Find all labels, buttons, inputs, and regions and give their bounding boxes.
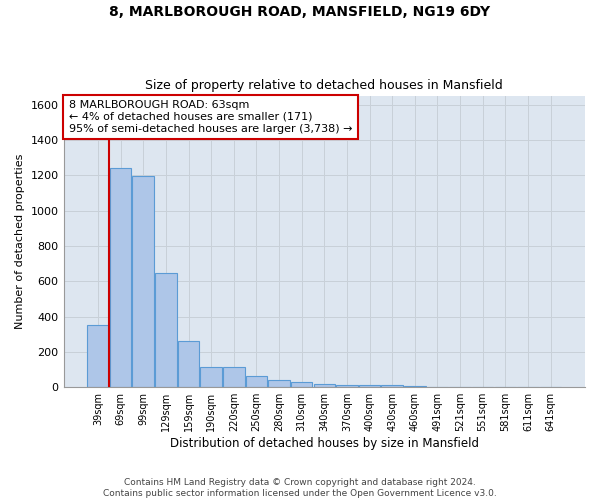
Bar (155, 273, 176, 387)
Bar (336, 384, 358, 387)
Title: Size of property relative to detached houses in Mansfield: Size of property relative to detached ho… (145, 79, 503, 92)
X-axis label: Distribution of detached houses by size in Mansfield: Distribution of detached houses by size … (170, 437, 479, 450)
Bar (404, 386, 425, 387)
Bar (382, 386, 403, 387)
Text: 8 MARLBOROUGH ROAD: 63sqm
← 4% of detached houses are smaller (171)
95% of semi-: 8 MARLBOROUGH ROAD: 63sqm ← 4% of detach… (69, 100, 352, 134)
Bar (268, 380, 290, 387)
Text: 8, MARLBOROUGH ROAD, MANSFIELD, NG19 6DY: 8, MARLBOROUGH ROAD, MANSFIELD, NG19 6DY (109, 5, 491, 19)
Bar (359, 384, 380, 387)
Bar (291, 382, 313, 387)
Bar (314, 384, 335, 387)
Bar (110, 168, 131, 387)
Y-axis label: Number of detached properties: Number of detached properties (15, 154, 25, 330)
Bar (223, 368, 245, 387)
Bar (178, 341, 199, 387)
Bar (87, 324, 109, 387)
Bar (245, 376, 267, 387)
Text: Contains HM Land Registry data © Crown copyright and database right 2024.
Contai: Contains HM Land Registry data © Crown c… (103, 478, 497, 498)
Bar (200, 368, 222, 387)
Bar (133, 176, 154, 387)
